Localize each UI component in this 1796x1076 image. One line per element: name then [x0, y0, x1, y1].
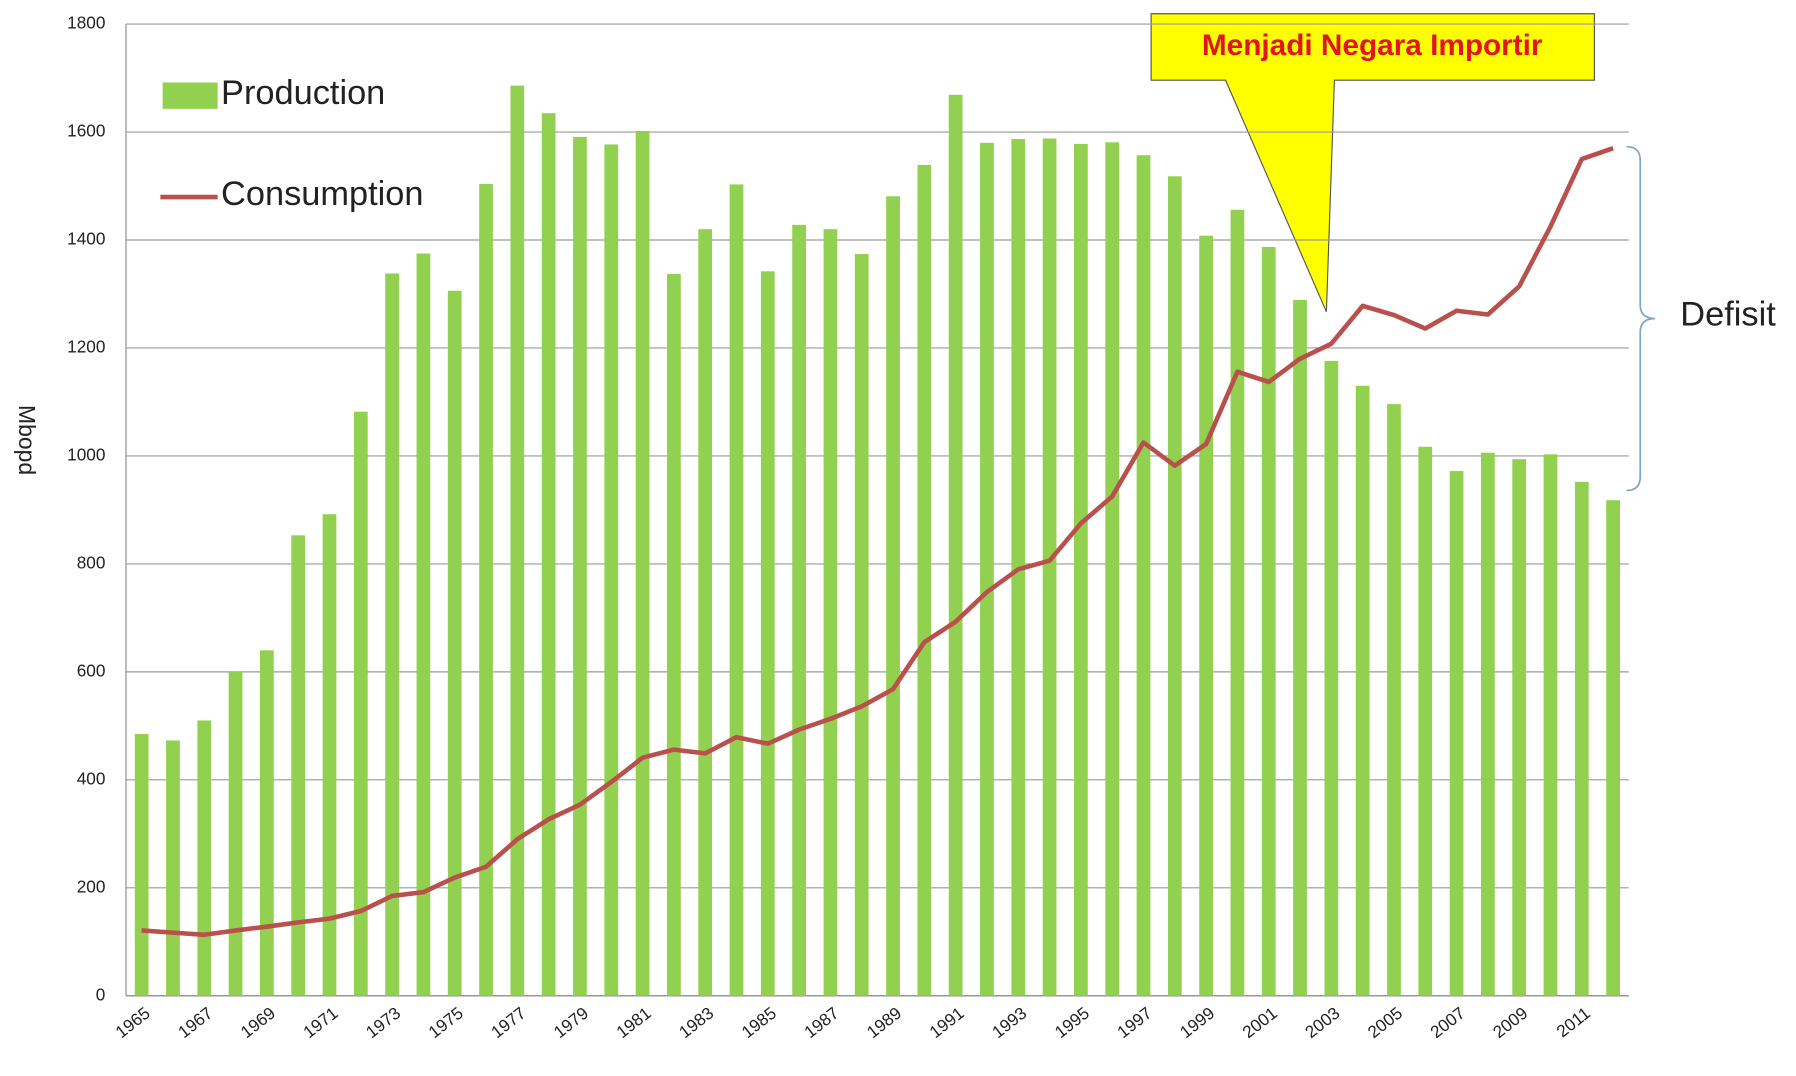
x-tick-label: 1975 — [424, 1003, 466, 1042]
deficit-brace — [1626, 145, 1656, 492]
bar — [1355, 385, 1370, 996]
bar — [385, 273, 399, 996]
bar — [604, 144, 619, 996]
bar — [1261, 247, 1276, 996]
bar — [1042, 138, 1057, 996]
x-tick-label: 1989 — [863, 1003, 905, 1042]
x-tick-label: 1991 — [925, 1003, 967, 1042]
bar — [134, 733, 149, 996]
y-tick-label: 1800 — [67, 13, 105, 33]
bar — [698, 229, 713, 996]
bar — [1418, 446, 1433, 996]
bar — [854, 254, 869, 996]
x-tick-label: 1993 — [988, 1003, 1030, 1042]
bar — [573, 136, 587, 996]
x-tick-label: 2007 — [1426, 1003, 1468, 1042]
y-tick-label: 1000 — [67, 444, 105, 464]
bar — [1574, 481, 1589, 996]
x-tick-label: 1965 — [111, 1003, 153, 1042]
x-tick-label: 1987 — [800, 1003, 842, 1042]
y-tick-label: 1600 — [67, 121, 105, 141]
bar — [1199, 235, 1213, 996]
x-tick-label: 1985 — [738, 1003, 780, 1042]
bar — [166, 740, 180, 996]
bar — [1606, 500, 1620, 996]
bar — [541, 113, 556, 996]
bar — [510, 85, 525, 996]
bar — [1512, 459, 1527, 996]
bar — [479, 183, 493, 996]
bar — [1387, 404, 1401, 996]
x-tick-label: 1983 — [675, 1003, 717, 1042]
bar — [1074, 143, 1088, 996]
bar — [197, 720, 212, 996]
bar — [260, 650, 274, 996]
bar — [291, 535, 306, 996]
x-tick-label: 2011 — [1553, 1003, 1594, 1042]
x-tick-label: 2005 — [1364, 1003, 1406, 1042]
line — [141, 146, 1614, 938]
legend-label: Production — [221, 74, 385, 112]
y-tick-label: 400 — [77, 768, 106, 788]
bar — [1324, 360, 1339, 996]
y-tick-label: 1400 — [67, 229, 105, 249]
bar — [1230, 209, 1245, 996]
bar — [353, 411, 368, 996]
bar — [1449, 471, 1464, 996]
bar — [447, 290, 462, 996]
bar — [729, 184, 744, 996]
legend-swatch — [162, 82, 218, 109]
callout-text: Menjadi Negara Importir — [1202, 29, 1543, 62]
bar — [416, 253, 431, 996]
bar — [823, 229, 838, 996]
bar — [760, 271, 775, 996]
x-tick-label: 2001 — [1238, 1003, 1280, 1042]
callout-box — [1150, 13, 1595, 312]
bar — [1136, 155, 1151, 996]
y-tick-label: 600 — [77, 660, 106, 680]
y-tick-label: 200 — [77, 876, 106, 896]
x-tick-label: 1973 — [362, 1003, 404, 1042]
bar — [948, 94, 963, 996]
legend-label: Consumption — [221, 175, 423, 213]
bar — [792, 224, 806, 996]
bar — [980, 142, 994, 996]
x-tick-label: 1971 — [299, 1003, 341, 1042]
bar — [1543, 454, 1558, 996]
bar — [1105, 142, 1120, 996]
y-tick-label: 1200 — [67, 337, 105, 357]
bar — [917, 164, 932, 996]
bar — [635, 130, 650, 996]
bar — [667, 274, 681, 996]
x-tick-label: 1977 — [487, 1003, 529, 1042]
bar — [228, 671, 243, 996]
bar — [1481, 452, 1495, 996]
x-tick-label: 1997 — [1113, 1003, 1155, 1042]
x-tick-label: 1969 — [237, 1003, 279, 1042]
y-tick-label: 0 — [96, 984, 106, 1004]
bar — [1167, 176, 1182, 996]
x-tick-label: 1999 — [1176, 1003, 1218, 1042]
y-axis-label: Mbopd — [14, 405, 40, 475]
x-tick-label: 1979 — [550, 1003, 592, 1042]
y-tick-label: 800 — [77, 552, 106, 572]
x-tick-label: 1995 — [1051, 1003, 1093, 1042]
bar — [886, 196, 900, 996]
bar — [1293, 299, 1307, 996]
bar — [322, 514, 337, 996]
x-tick-label: 2009 — [1489, 1003, 1531, 1042]
x-tick-label: 2003 — [1301, 1003, 1343, 1042]
x-tick-label: 1981 — [612, 1003, 654, 1042]
x-tick-label: 1967 — [174, 1003, 216, 1042]
deficit-label: Defisit — [1680, 295, 1776, 333]
